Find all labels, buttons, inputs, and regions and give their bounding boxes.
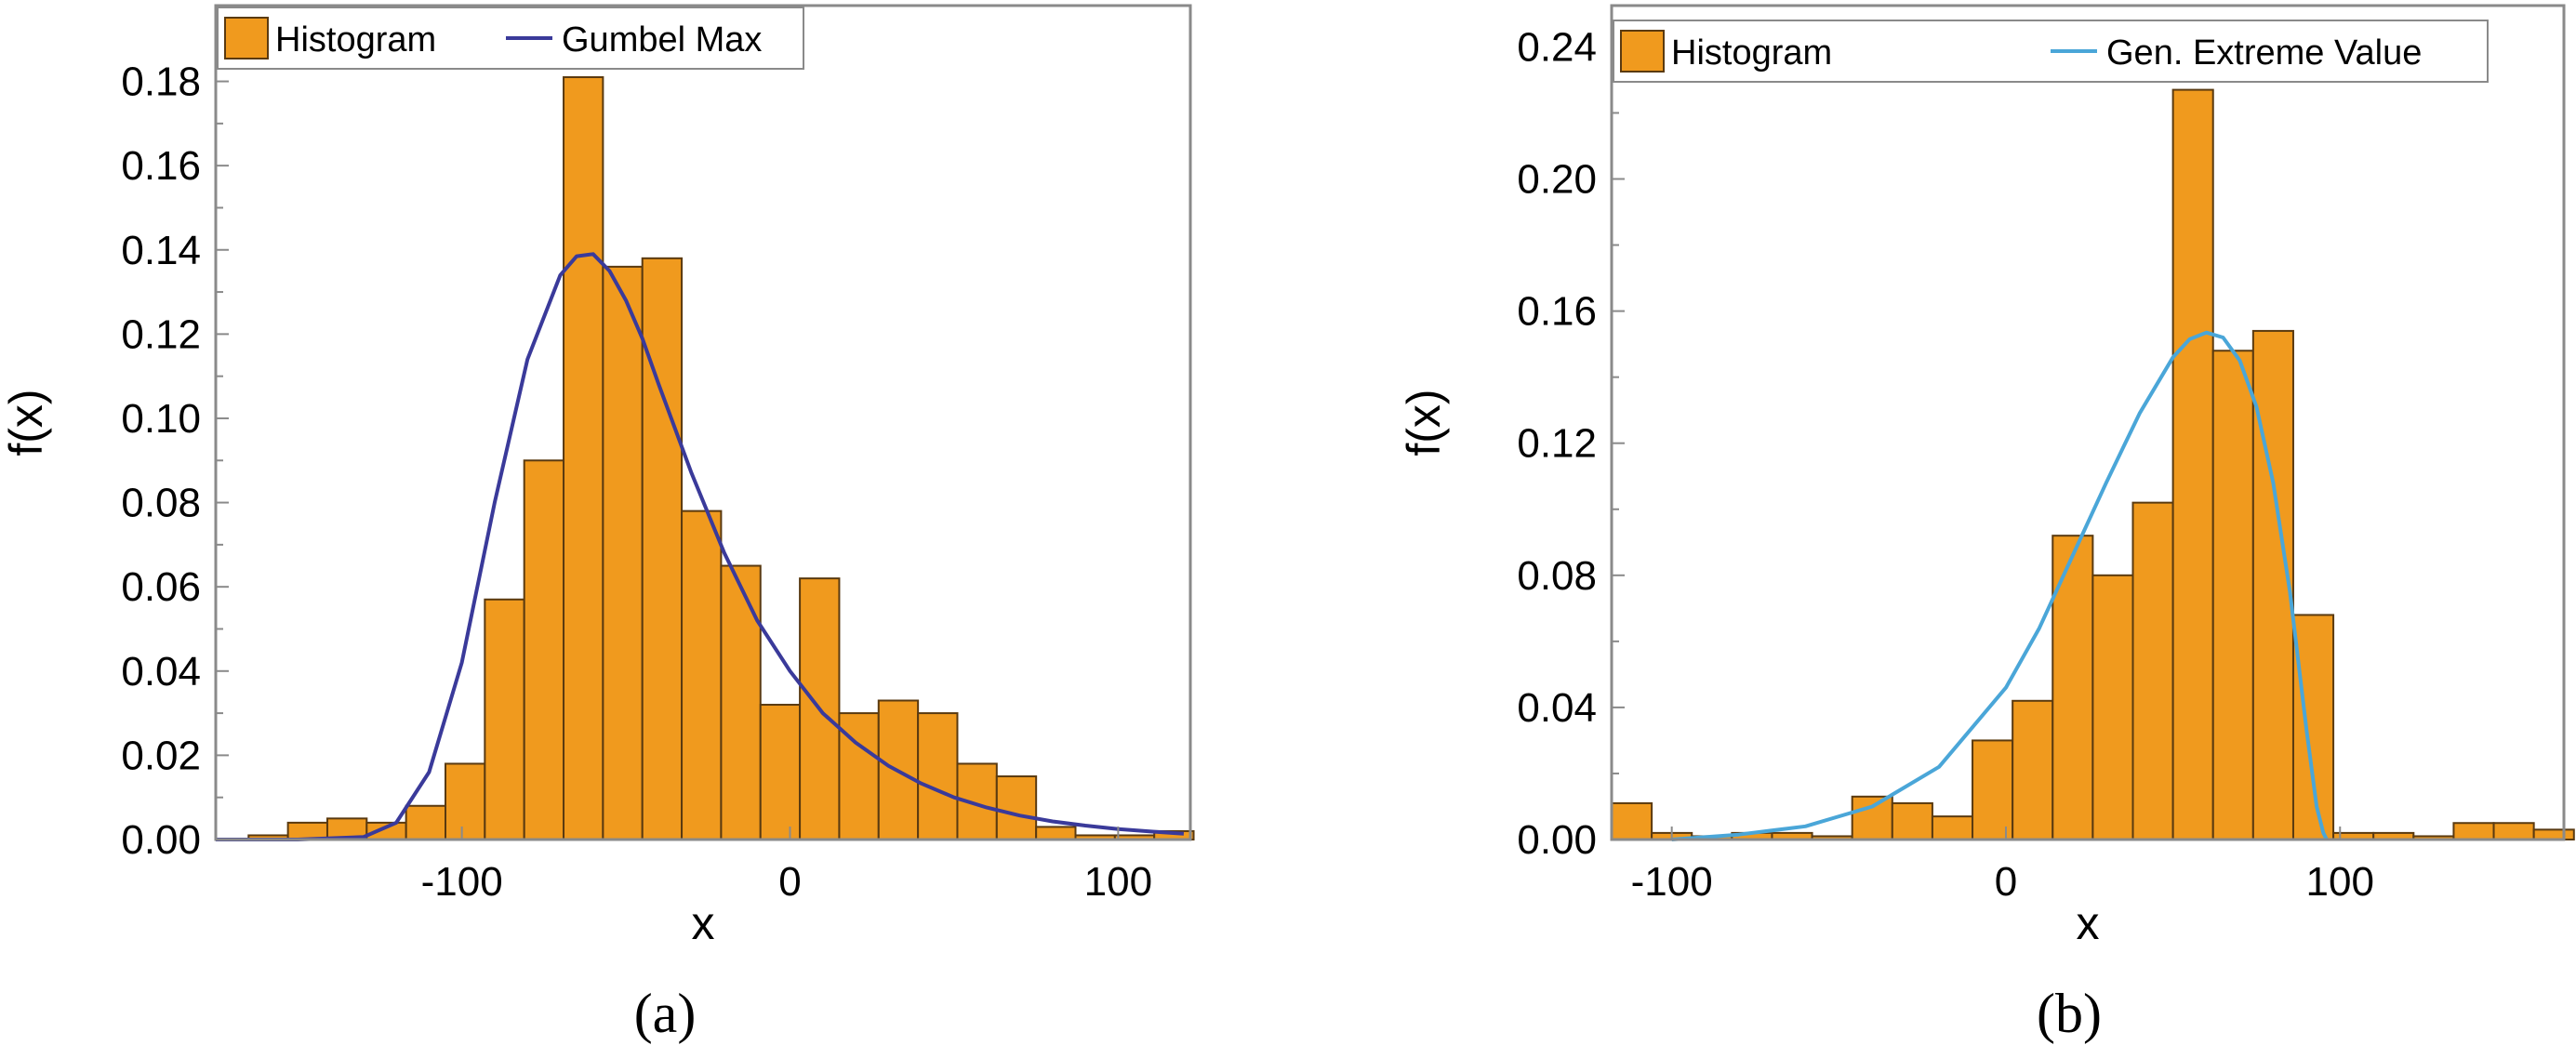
y-tick-label: 0.00: [1517, 817, 1597, 863]
y-tick-label: 0.14: [121, 228, 201, 273]
histogram-bar: [759, 704, 802, 840]
legend-label-histogram-a: Histogram: [275, 20, 436, 60]
y-tick-label: 0.24: [1517, 24, 1597, 70]
panel-b: 0.00 0.04 0.08 0.12 0.16 0.20 0.24 -100 0 100 f(…: [1398, 4, 2575, 1044]
panel-a: 0.00 0.02 0.04 0.06 0.08 0.10 0.12 0.14 0.16 0.18…: [0, 4, 1195, 1044]
legend-b: Histogram Gen. Extreme Value: [1613, 20, 2489, 83]
y-tick-label: 0.16: [1517, 289, 1597, 335]
y-tick-label: 0.08: [1517, 553, 1597, 599]
y-tick-label: 0.12: [121, 311, 201, 357]
legend-swatch-histogram-a: [224, 17, 269, 60]
x-tick-label: 100: [1084, 859, 1152, 905]
histogram-bar: [445, 762, 486, 840]
histogram-bar: [405, 804, 447, 840]
x-tick-label: -100: [421, 859, 503, 905]
y-tick-label: 0.04: [121, 649, 201, 694]
histogram-bars-b: [1611, 88, 2575, 841]
panel-caption-a: (a): [634, 983, 697, 1044]
y-tick-label: 0.10: [121, 396, 201, 442]
curve-a: [216, 252, 1185, 841]
histogram-bar: [720, 564, 762, 840]
histogram-bar: [1972, 739, 2014, 840]
legend-label-gev-b: Gen. Extreme Value: [2106, 33, 2422, 73]
y-tick-label: 0.04: [1517, 685, 1597, 731]
histogram-bar: [2012, 699, 2054, 840]
curve-b: [1671, 330, 2329, 841]
y-ticks-a: 0.00 0.02 0.04 0.06 0.08 0.10 0.12 0.14 0.16 0.18: [121, 38, 229, 863]
legend-label-gumbel-a: Gumbel Max: [562, 20, 762, 60]
y-tick-label: 0.08: [121, 481, 201, 526]
y-tick-label: 0.20: [1517, 157, 1597, 203]
x-ticks-a: -100 0 100: [421, 827, 1152, 905]
histogram-bar: [2171, 88, 2214, 840]
x-axis-label-b: x: [2077, 897, 2100, 949]
histogram-bar: [1035, 826, 1077, 841]
histogram-bar: [2052, 535, 2094, 841]
y-tick-label: 0.06: [121, 564, 201, 610]
y-tick-label: 0.18: [121, 60, 201, 105]
y-tick-label: 0.12: [1517, 421, 1597, 467]
histogram-bar: [681, 509, 723, 840]
histogram-bar: [995, 775, 1038, 841]
y-axis-label-a: f(x): [0, 389, 52, 456]
histogram-bar: [2532, 828, 2575, 841]
x-tick-label: 100: [2306, 859, 2374, 905]
histogram-bar: [641, 257, 684, 840]
legend-swatch-histogram-b: [1620, 30, 1665, 73]
legend-label-histogram-b: Histogram: [1671, 33, 1832, 73]
histogram-bar: [2291, 614, 2335, 841]
histogram-bar: [1611, 801, 1653, 841]
plot-frame-a: [214, 4, 1192, 841]
fit-curve: [1671, 330, 2329, 841]
panel-caption-b: (b): [2037, 983, 2102, 1044]
histogram-bar: [2091, 574, 2134, 841]
histogram-bars-a: [247, 76, 1195, 841]
histogram-bar: [523, 459, 565, 840]
histogram-bar: [1891, 801, 1933, 841]
x-tick-label: 0: [778, 859, 801, 905]
y-ticks-b: 0.00 0.04 0.08 0.12 0.16 0.20 0.24: [1517, 24, 1625, 863]
y-tick-label: 0.16: [121, 143, 201, 189]
x-tick-label: -100: [1631, 859, 1713, 905]
y-tick-label: 0.02: [121, 733, 201, 778]
histogram-bar: [2211, 350, 2254, 841]
x-tick-label: 0: [1995, 859, 2017, 905]
plot-frame-b: [1610, 4, 2566, 841]
legend-a: Histogram Gumbel Max: [217, 7, 804, 70]
histogram-bar: [484, 598, 525, 840]
histogram-bar: [1931, 815, 1974, 841]
y-tick-label: 0.00: [121, 817, 201, 863]
histogram-bar: [2452, 822, 2495, 840]
x-axis-label-a: x: [692, 897, 715, 949]
histogram-bar: [2131, 501, 2174, 840]
y-axis-label-b: f(x): [1398, 389, 1450, 456]
histogram-bar: [2492, 822, 2535, 840]
x-ticks-b: -100 0 100: [1631, 827, 2374, 905]
histogram-bar: [602, 265, 644, 840]
histogram-bar: [917, 712, 959, 840]
histogram-bar: [563, 76, 604, 841]
fit-curve: [216, 252, 1185, 841]
histogram-bar: [1851, 795, 1893, 840]
